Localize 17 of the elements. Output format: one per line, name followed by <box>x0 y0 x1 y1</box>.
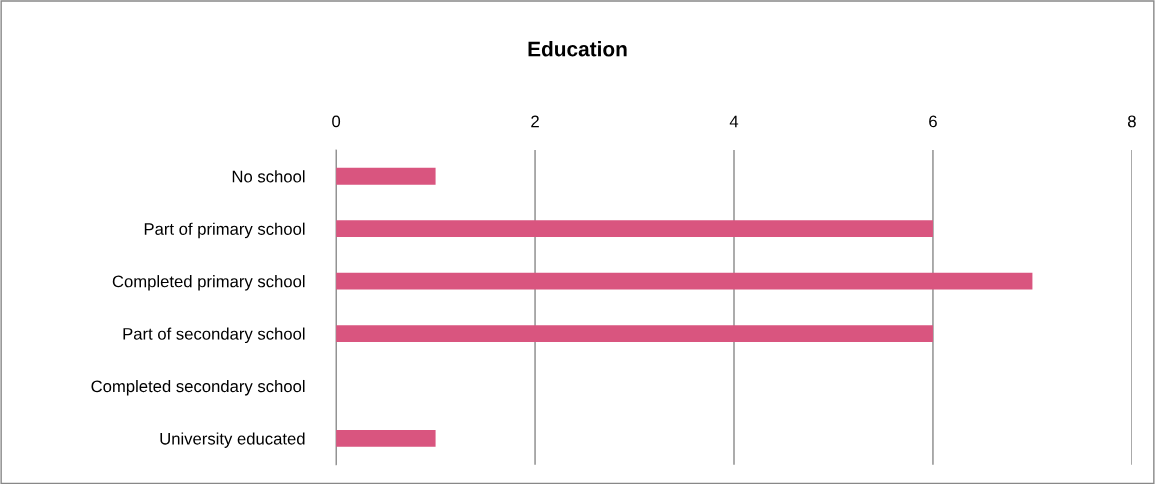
bar <box>336 430 436 447</box>
chart-title: Education <box>528 41 627 57</box>
y-tick-label: Part of secondary school <box>123 327 305 344</box>
y-tick-label: No school <box>232 170 305 183</box>
x-tick-label: 6 <box>929 115 937 128</box>
bar <box>336 220 933 238</box>
y-tick-label: University educated <box>160 432 305 448</box>
bar <box>336 167 436 185</box>
y-tick-label: Completed secondary school <box>91 379 305 396</box>
x-tick-label: 2 <box>531 115 539 128</box>
x-tick-label: 4 <box>729 115 739 128</box>
y-tick-label: Completed primary school <box>112 275 305 291</box>
bar <box>336 272 1033 290</box>
x-tick-label: 0 <box>332 115 341 128</box>
bar <box>336 325 933 342</box>
y-tick-label: Part of primary school <box>144 222 305 239</box>
x-tick-label: 8 <box>1127 115 1136 128</box>
